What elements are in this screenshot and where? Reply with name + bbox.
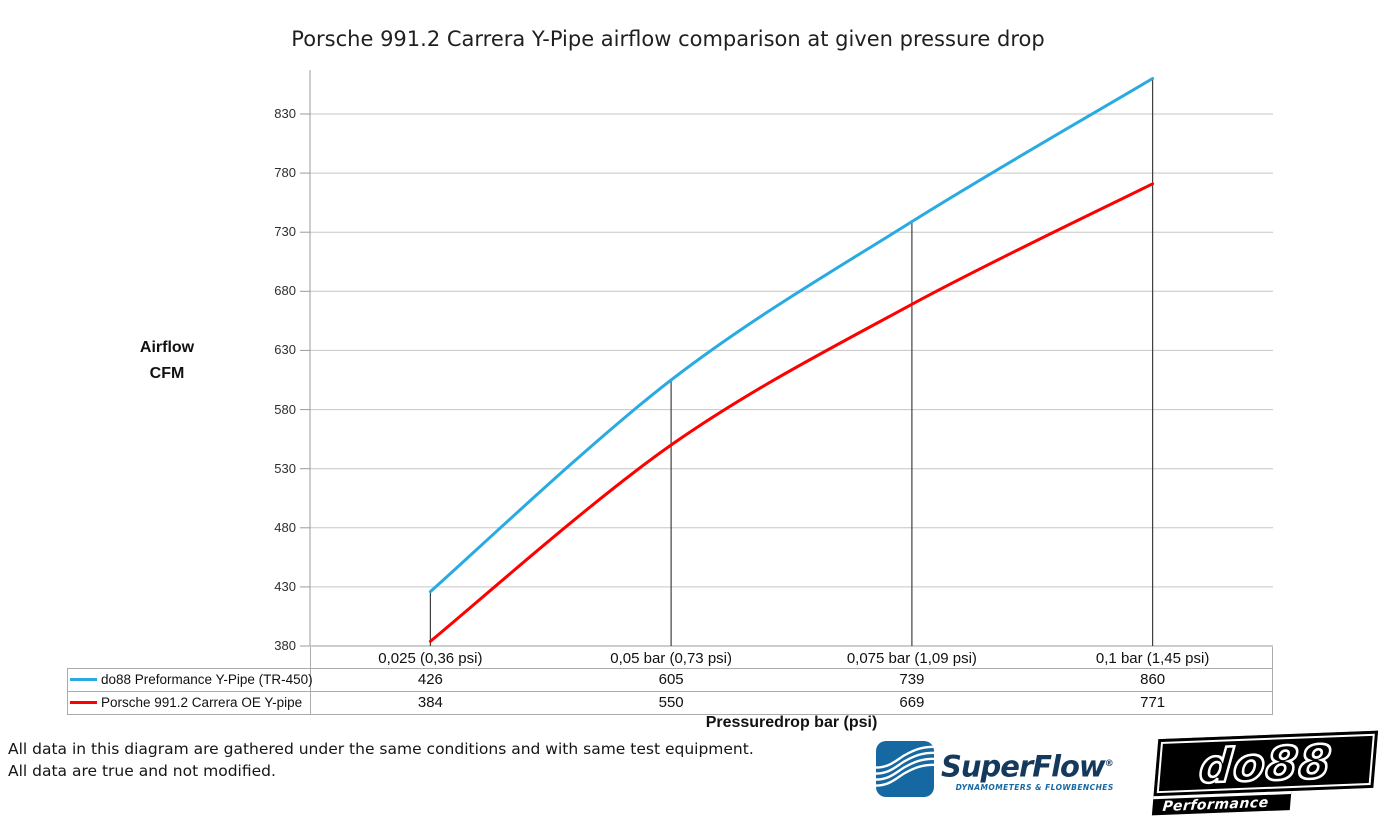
series-line (428, 182, 1155, 643)
table-value-cell: 550 (658, 694, 684, 711)
legend-series-name: Porsche 991.2 Carrera OE Y-pipe (101, 695, 303, 710)
y-axis-tick-label: 530 (274, 460, 296, 476)
superflow-brand-text: SuperFlow (941, 749, 1106, 784)
table-border-v (310, 647, 311, 714)
footnote-line1: All data in this diagram are gathered un… (8, 740, 754, 758)
y-axis-label: Airflow CFM (97, 335, 237, 387)
y-axis-tick-label: 680 (274, 283, 296, 299)
y-axis-tick-label: 430 (274, 578, 296, 594)
table-value-cell: 426 (417, 671, 443, 688)
superflow-wave-icon (876, 741, 934, 797)
legend-line-swatch (70, 678, 97, 681)
y-axis-tick-label: 480 (274, 519, 296, 535)
x-axis-title: Pressuredrop bar (psi) (705, 714, 878, 731)
y-axis-tick-label: 630 (274, 342, 296, 358)
y-axis-tick-label: 780 (274, 165, 296, 181)
do88-logo: do88 Performance (1151, 730, 1379, 816)
table-value-cell: 860 (1140, 671, 1166, 688)
legend-row: Porsche 991.2 Carrera OE Y-pipe (68, 691, 309, 714)
table-border-h (67, 691, 1273, 692)
y-axis-tick-label: 580 (274, 401, 296, 417)
x-category-label: 0,075 bar (1,09 psi) (846, 650, 977, 667)
footnote: All data in this diagram are gathered un… (8, 739, 754, 782)
x-category-label: 0,025 (0,36 psi) (378, 650, 483, 667)
table-border-v (67, 668, 68, 714)
y-axis-label-line2: CFM (149, 365, 185, 382)
table-value-cell: 739 (899, 671, 925, 688)
registered-trademark-symbol: ® (1104, 759, 1114, 769)
do88-brand-text: do88 (1196, 733, 1336, 795)
legend-line-swatch (70, 701, 97, 704)
chart-title: Porsche 991.2 Carrera Y-Pipe airflow com… (291, 27, 1045, 51)
superflow-logo: SuperFlow® DYNAMOMETERS & FLOWBENCHES (876, 741, 1114, 797)
footnote-line2: All data are true and not modified. (8, 761, 276, 780)
superflow-wordmark: SuperFlow® DYNAMOMETERS & FLOWBENCHES (941, 750, 1114, 792)
x-category-label: 0,1 bar (1,45 psi) (1095, 650, 1210, 667)
table-border-v (1272, 647, 1273, 714)
table-value-cell: 605 (658, 671, 684, 688)
y-axis-label-line1: Airflow (139, 339, 195, 356)
legend-series-name: do88 Preformance Y-Pipe (TR-450) (101, 672, 313, 687)
table-value-cell: 669 (899, 694, 925, 711)
do88-wordmark-box: do88 (1153, 730, 1379, 797)
table-value-cell: 771 (1140, 694, 1166, 711)
series-line (428, 77, 1155, 594)
x-category-label: 0,05 bar (0,73 psi) (610, 650, 732, 667)
table-value-cell: 384 (417, 694, 443, 711)
legend-row: do88 Preformance Y-Pipe (TR-450) (68, 668, 313, 691)
y-axis-tick-label: 380 (274, 638, 296, 653)
table-border-h (67, 668, 1273, 669)
y-axis-tick-label: 730 (274, 224, 296, 240)
superflow-tagline: DYNAMOMETERS & FLOWBENCHES (955, 782, 1114, 792)
y-axis-tick-label: 830 (274, 106, 296, 121)
table-border-h (67, 714, 1273, 715)
